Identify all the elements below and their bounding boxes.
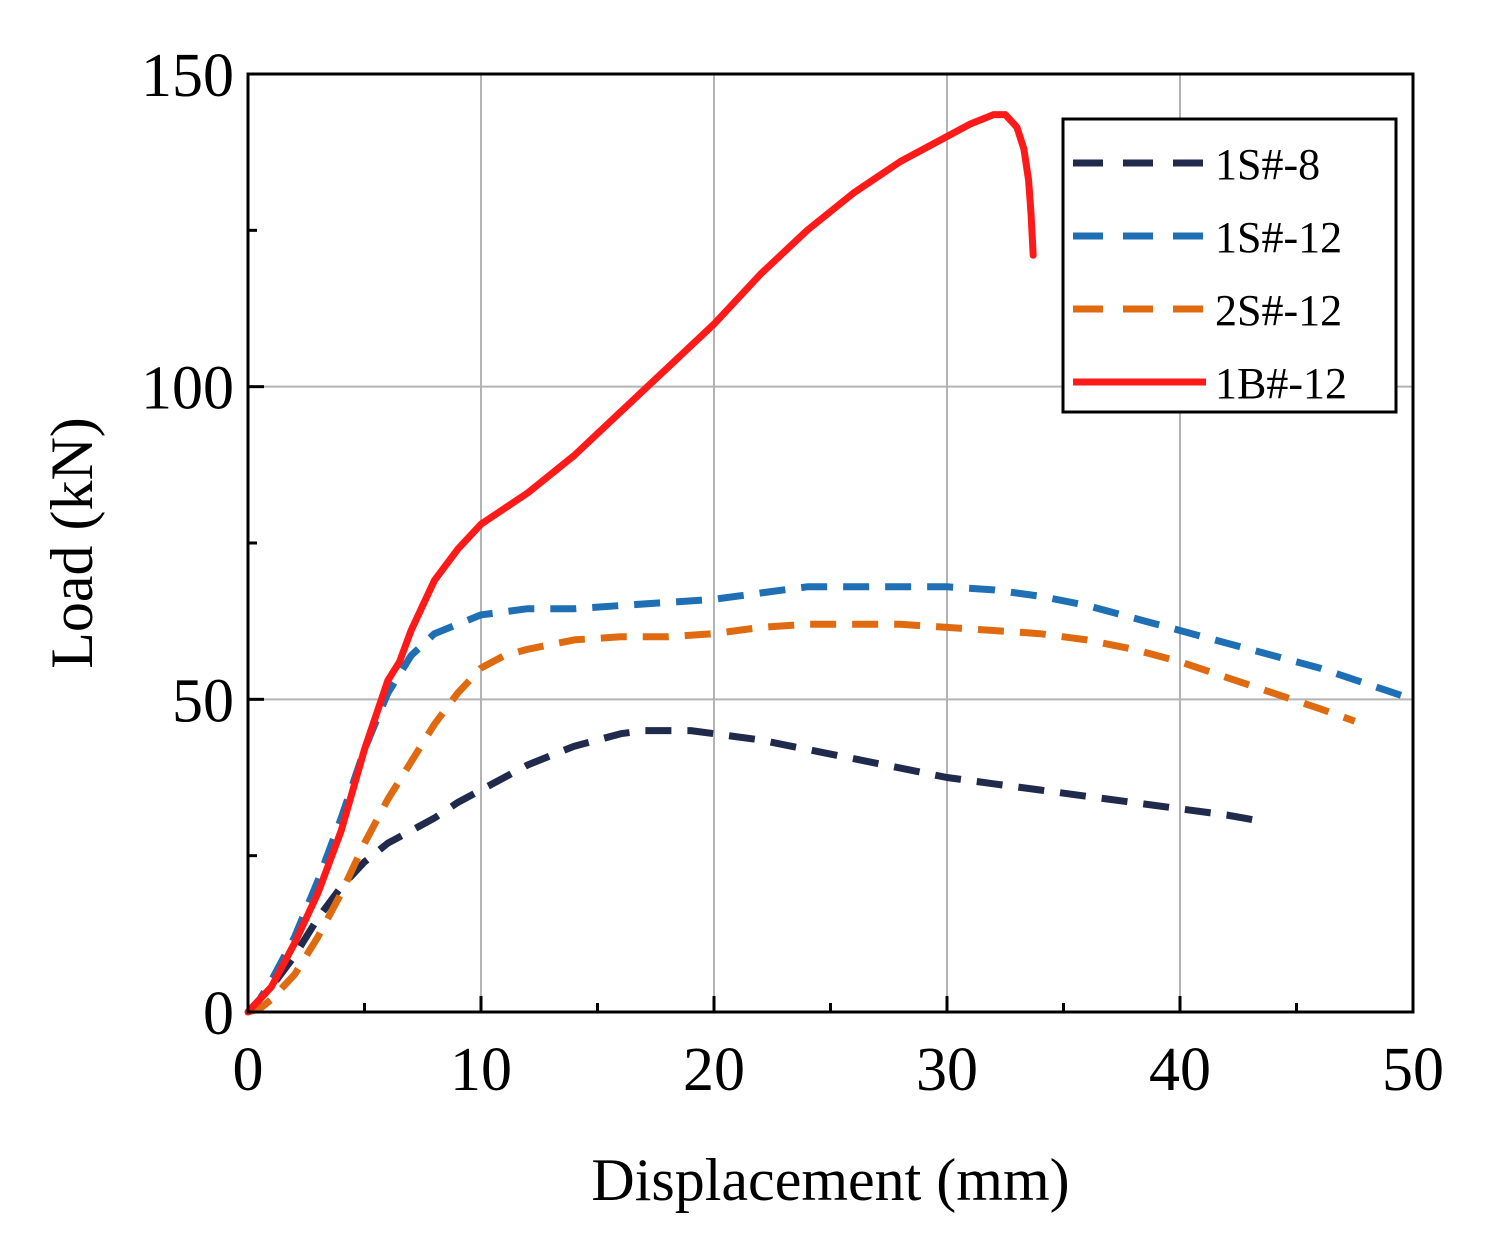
- y-axis-title: Load (kN): [39, 417, 105, 669]
- y-tick-label: 150: [141, 42, 234, 110]
- series-layer: [244, 111, 1415, 1016]
- series-line-2S#-12: [247, 620, 1356, 1016]
- x-tick-label: 30: [916, 1036, 978, 1104]
- legend-item: 1B#-12: [1073, 359, 1347, 408]
- y-tick-label: 0: [203, 980, 234, 1048]
- x-tick-label: 40: [1149, 1036, 1211, 1104]
- legend-item: 1S#-12: [1073, 213, 1342, 262]
- x-tick-label: 50: [1382, 1036, 1444, 1104]
- x-tick-label: 20: [683, 1036, 745, 1104]
- tick-labels: 0 10 20 30 40 50 0 50 100 150: [141, 42, 1444, 1104]
- legend-label: 1S#-8: [1215, 140, 1320, 189]
- legend: 1S#-8 1S#-12 2S#-12 1B#-12: [1061, 117, 1398, 414]
- series-line-1S#-8: [245, 727, 1263, 1015]
- legend-label: 1S#-12: [1215, 213, 1342, 262]
- x-tick-label: 0: [233, 1036, 264, 1104]
- legend-label: 1B#-12: [1215, 359, 1347, 408]
- x-axis-title: Displacement (mm): [591, 1147, 1069, 1213]
- legend-item: 2S#-12: [1073, 286, 1342, 335]
- y-tick-label: 50: [172, 667, 234, 735]
- series-line-1S#-12: [245, 583, 1415, 1015]
- axis-ticks: [246, 72, 1415, 1014]
- x-tick-label: 10: [450, 1036, 512, 1104]
- legend-box: [1061, 117, 1398, 414]
- legend-item: 1S#-8: [1073, 140, 1320, 189]
- series-line-1B#-12: [244, 111, 1037, 1016]
- y-tick-label: 100: [141, 355, 234, 423]
- legend-label: 2S#-12: [1215, 286, 1342, 335]
